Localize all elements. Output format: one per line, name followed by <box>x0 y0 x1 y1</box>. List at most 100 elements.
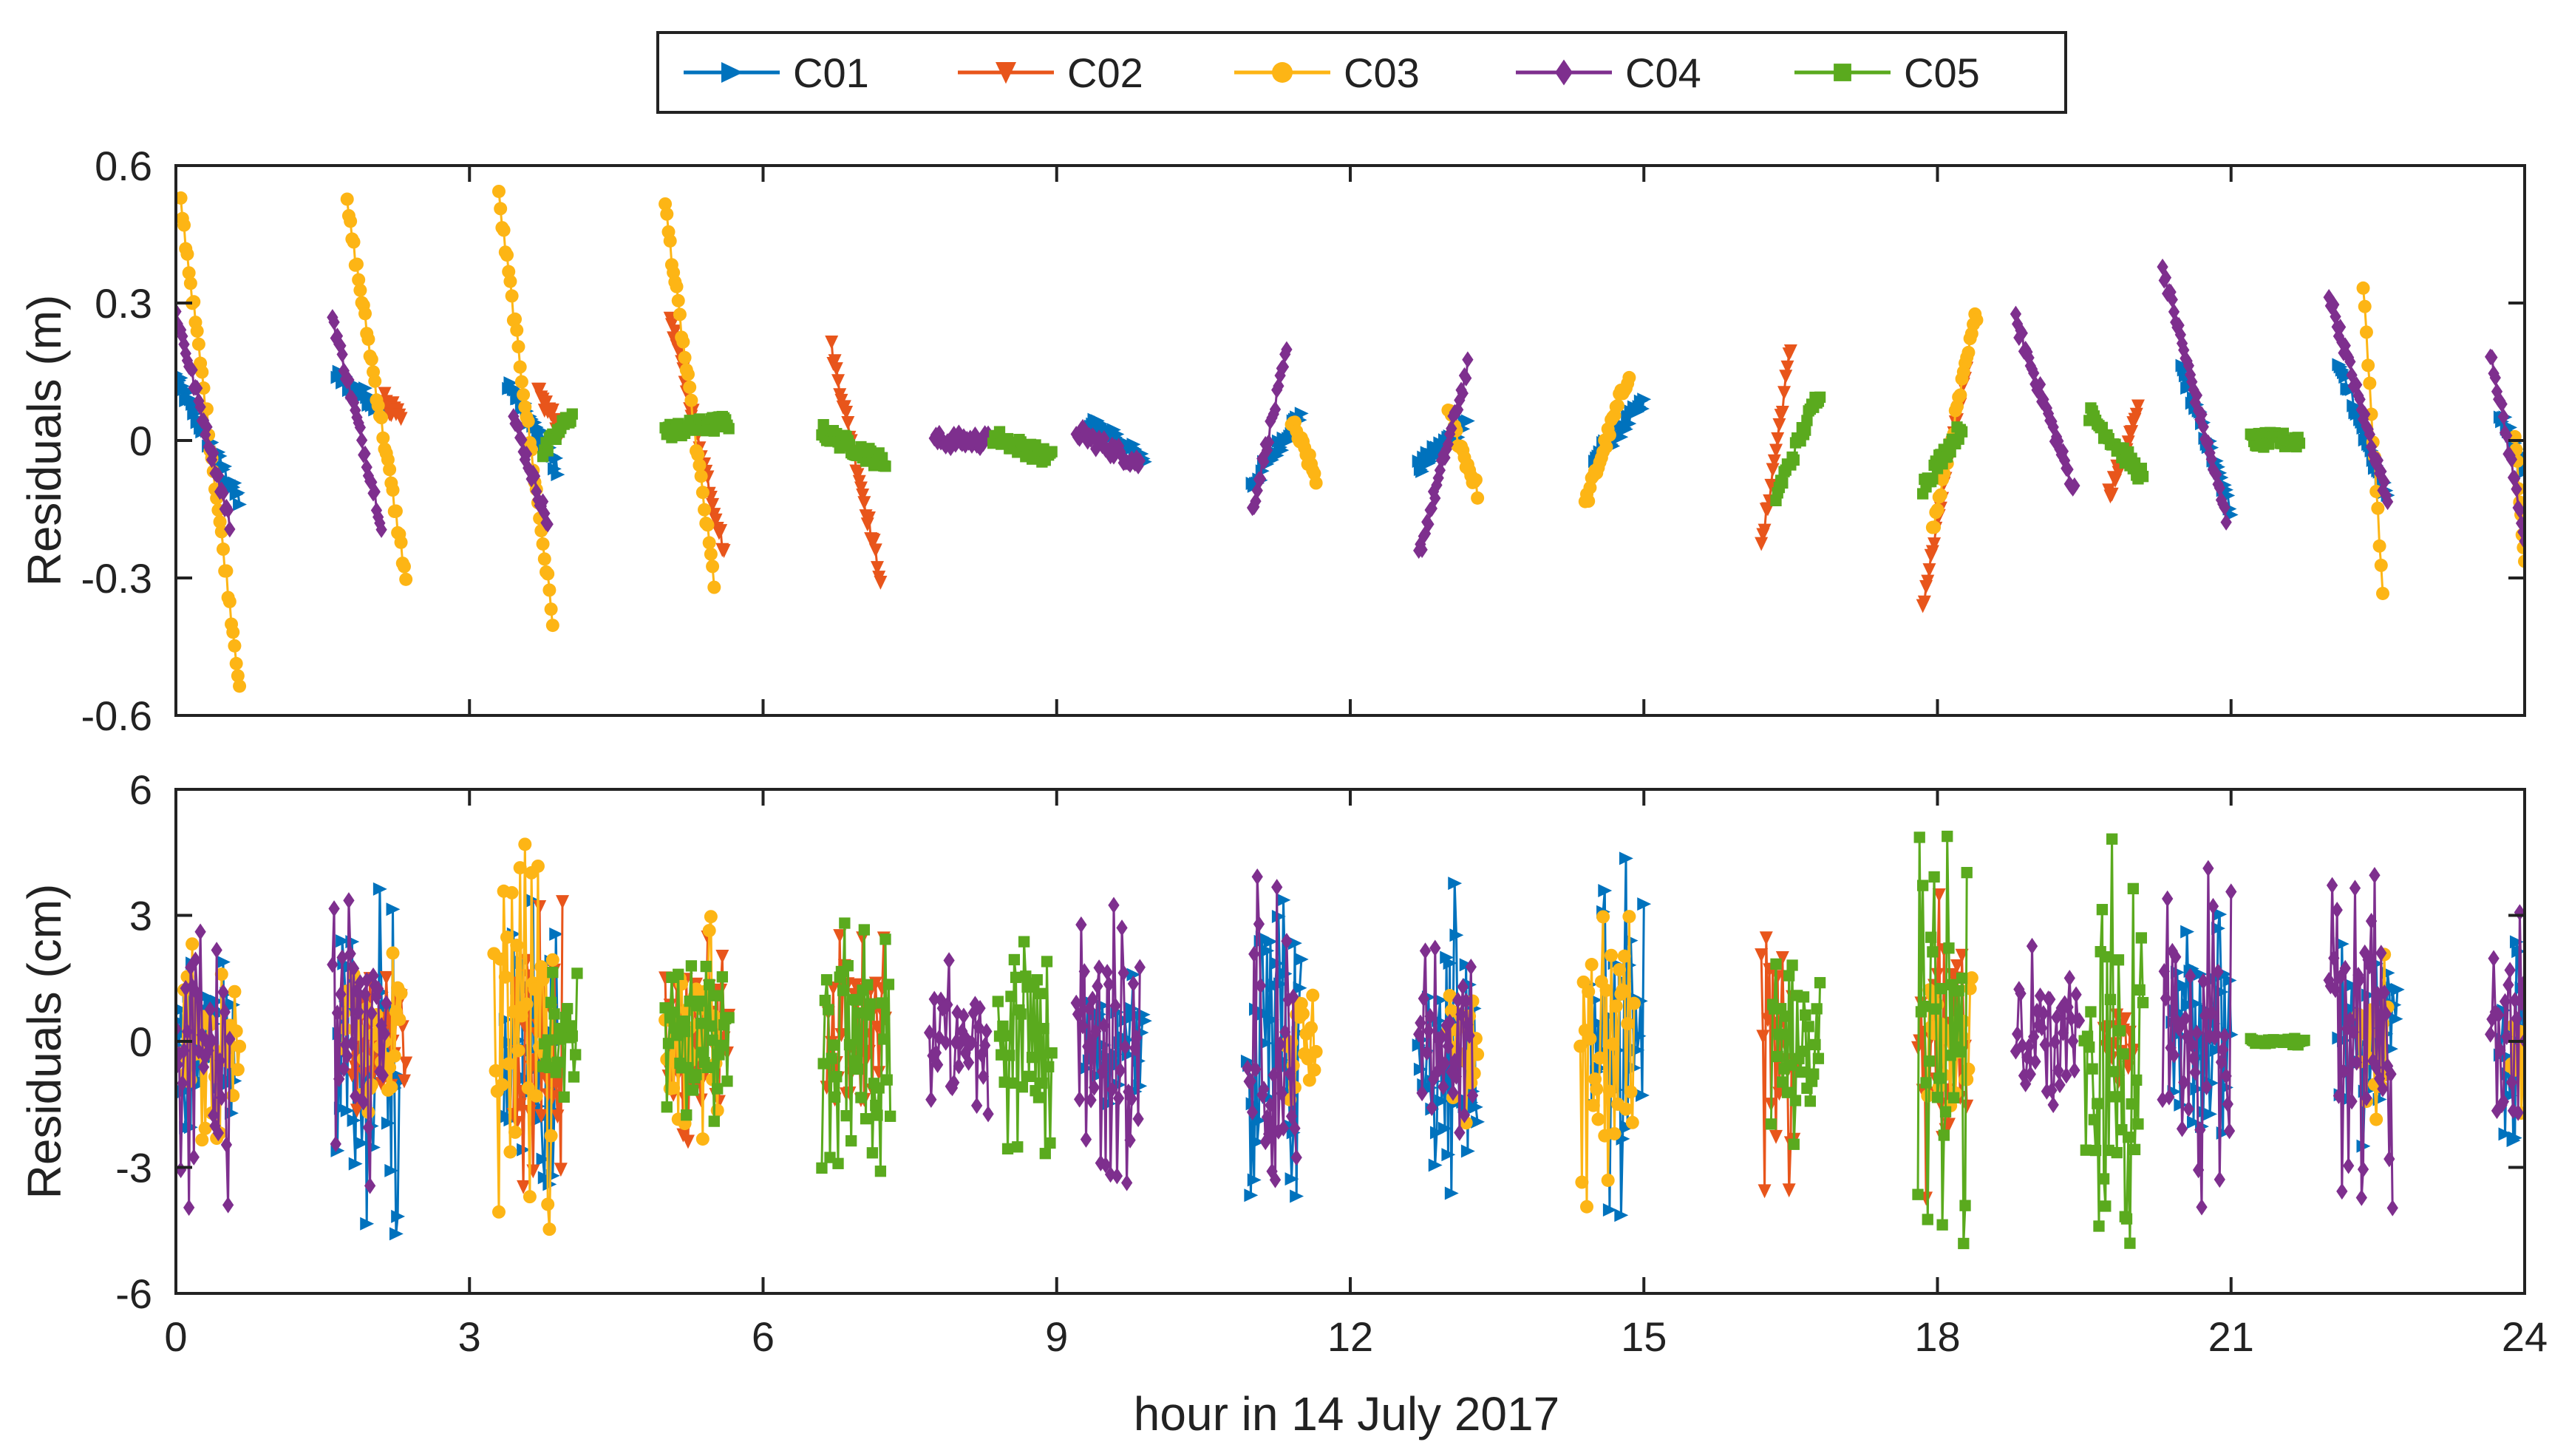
data-point-c05 <box>1043 1061 1055 1073</box>
data-point-c05 <box>2097 1173 2110 1185</box>
data-point-c04 <box>935 991 947 1009</box>
data-point-c03 <box>536 537 550 551</box>
top-y-axis-label: Residuals (m) <box>18 295 71 587</box>
y-tick-label: 6 <box>129 766 152 813</box>
data-point-c04 <box>1269 1171 1282 1188</box>
data-point-c03 <box>350 257 364 271</box>
data-point-c04 <box>1269 401 1282 418</box>
bottom-y-axis-label: Residuals (cm) <box>18 884 71 1200</box>
data-point-c05 <box>681 1109 693 1121</box>
data-point-c04 <box>2158 963 2170 980</box>
data-point-c04 <box>2168 303 2180 321</box>
data-point-c03 <box>376 431 390 445</box>
data-point-c01 <box>1624 933 1639 948</box>
data-point-c04 <box>1437 1078 1449 1095</box>
data-point-c04 <box>1086 990 1098 1007</box>
data-point-c04 <box>1271 879 1283 896</box>
data-point-c01 <box>217 955 231 969</box>
data-point-c03 <box>511 340 525 354</box>
data-point-c04 <box>1248 945 1260 963</box>
data-point-c05 <box>716 971 728 983</box>
data-point-c04 <box>176 1056 183 1074</box>
data-point-c01 <box>336 934 350 948</box>
data-point-c04 <box>1450 1068 1463 1085</box>
data-point-c04 <box>966 1034 978 1052</box>
data-point-c03 <box>186 937 200 951</box>
data-point-c05 <box>1956 972 1968 984</box>
data-point-c02 <box>1771 432 1785 446</box>
data-point-c04 <box>528 468 541 485</box>
data-point-c04 <box>1120 1174 1133 1191</box>
data-point-c03 <box>2372 539 2386 553</box>
data-point-c04 <box>2328 950 2340 967</box>
data-point-c04 <box>1111 1167 1123 1185</box>
data-point-c04 <box>1127 975 1140 993</box>
data-point-c03 <box>399 572 413 586</box>
data-point-c01 <box>347 1113 361 1127</box>
y-tick-label: 0.3 <box>95 280 152 327</box>
data-point-c01 <box>1137 1014 1152 1028</box>
data-point-c03 <box>521 1081 535 1095</box>
data-point-c04 <box>2057 1024 2069 1041</box>
data-point-c04 <box>2038 1004 2049 1022</box>
data-point-c05 <box>2086 1063 2098 1075</box>
data-point-c02 <box>717 544 731 559</box>
data-point-c04 <box>1426 1099 1437 1117</box>
data-point-c04 <box>1106 1081 1118 1098</box>
data-point-c02 <box>841 415 855 430</box>
data-point-c04 <box>2375 945 2387 962</box>
data-point-c04 <box>181 1023 194 1041</box>
data-point-c03 <box>375 411 389 425</box>
y-tick-label: -0.3 <box>81 555 153 602</box>
data-point-c03 <box>513 360 527 374</box>
data-point-c02 <box>840 406 854 420</box>
data-point-c03 <box>347 235 361 249</box>
data-point-c04 <box>2212 963 2224 981</box>
data-point-c04 <box>2024 1066 2036 1083</box>
data-point-c01 <box>2338 370 2353 384</box>
data-point-c03 <box>1622 910 1636 924</box>
data-point-c04 <box>2344 1011 2356 1028</box>
data-point-c02 <box>1767 454 1781 469</box>
data-point-c01 <box>1110 427 1125 441</box>
data-point-c04 <box>2217 1041 2229 1058</box>
data-point-c03 <box>704 910 718 924</box>
data-point-c05 <box>860 1113 872 1125</box>
data-point-c02 <box>1758 523 1772 538</box>
data-point-c05 <box>690 1069 702 1081</box>
data-point-c04 <box>2361 1089 2372 1106</box>
data-point-c04 <box>1265 1097 1276 1114</box>
data-point-c05 <box>570 1049 582 1061</box>
data-point-c04 <box>1458 1106 1471 1123</box>
data-point-c04 <box>358 1094 370 1111</box>
data-point-c04 <box>1095 1154 1106 1171</box>
legend-entry-c05: C05 <box>1794 50 1980 96</box>
data-point-c05 <box>855 1092 867 1103</box>
data-point-c02 <box>1922 563 1936 578</box>
data-point-c05 <box>826 1052 837 1064</box>
data-point-c03 <box>670 279 684 293</box>
data-point-c05 <box>1012 1141 1024 1153</box>
data-point-c03 <box>508 1125 523 1139</box>
data-point-c04 <box>2485 1026 2497 1043</box>
bottom-panel: -6 -3 0 3 6 0 3 6 9 12 15 18 21 24 Residuals (cm) <box>18 766 2548 1360</box>
data-point-c01 <box>384 1163 399 1177</box>
data-point-c02 <box>1782 1183 1796 1198</box>
data-point-c04 <box>220 1136 233 1154</box>
data-point-c05 <box>2085 1006 2097 1018</box>
data-point-c05 <box>845 1134 857 1147</box>
data-point-c04 <box>2028 364 2040 382</box>
data-point-c03 <box>681 367 695 381</box>
data-point-c03 <box>1294 996 1308 1010</box>
data-point-c03 <box>702 924 716 938</box>
data-point-c03 <box>508 312 523 326</box>
data-point-c01 <box>2518 465 2525 479</box>
data-point-c02 <box>862 511 876 525</box>
data-point-c05 <box>1777 1076 1789 1088</box>
data-point-c04 <box>2331 902 2343 919</box>
data-point-c05 <box>1947 1092 1960 1103</box>
data-point-c04 <box>2365 912 2378 930</box>
data-point-c03 <box>500 931 514 945</box>
data-point-c04 <box>958 1007 970 1024</box>
data-point-c05 <box>884 1110 896 1122</box>
